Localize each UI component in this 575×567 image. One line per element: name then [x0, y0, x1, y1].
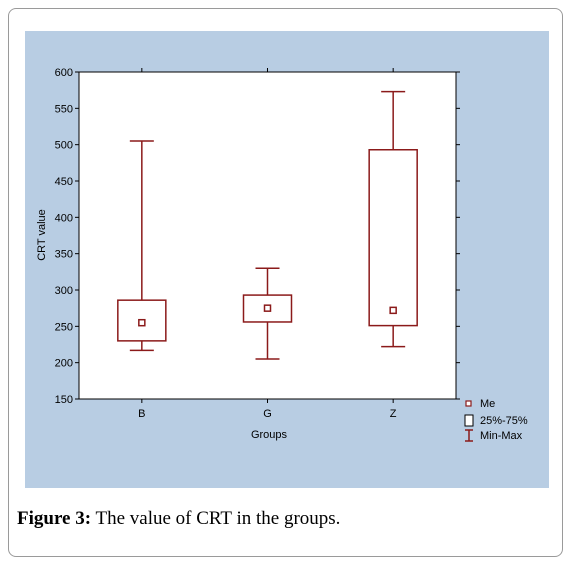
y-tick-label: 250: [55, 321, 73, 333]
x-tick-label: B: [138, 408, 145, 420]
y-tick-label: 600: [55, 67, 73, 79]
x-tick-label: Z: [390, 408, 397, 420]
y-tick-label: 300: [55, 285, 73, 297]
y-tick-label: 200: [55, 358, 73, 370]
median-marker: [389, 306, 397, 315]
box-b: [117, 140, 167, 352]
y-tick-label: 350: [55, 249, 73, 261]
box-g: [242, 267, 293, 360]
caption-text: The value of CRT in the groups.: [91, 508, 341, 529]
y-axis-label: CRT value: [36, 209, 48, 261]
legend-label-iqr: 25%-75%: [480, 415, 528, 427]
legend: Me 25%-75% Min-Max: [464, 398, 528, 442]
median-marker: [138, 318, 146, 327]
boxes-group: [117, 90, 418, 360]
x-tick-label: G: [263, 408, 272, 420]
legend-median-symbol: [465, 400, 472, 407]
iqr-box: [368, 149, 418, 327]
legend-box-symbol: [464, 414, 474, 427]
median-marker: [263, 304, 272, 312]
y-axis: 150 200 250 300 350 400 450 500 550 600: [55, 67, 460, 406]
y-tick-label: 450: [55, 176, 73, 188]
y-tick-label: 400: [55, 212, 73, 224]
caption-label: Figure 3:: [17, 508, 92, 529]
y-tick-label: 500: [55, 140, 73, 152]
y-tick-label: 150: [55, 394, 73, 406]
x-axis-label: Groups: [251, 429, 288, 441]
box-z: [368, 90, 418, 348]
legend-label-range: Min-Max: [480, 430, 523, 442]
y-tick-label: 550: [55, 103, 73, 115]
figure-caption: Figure 3: The value of CRT in the groups…: [17, 508, 340, 530]
legend-label-median: Me: [480, 398, 495, 410]
